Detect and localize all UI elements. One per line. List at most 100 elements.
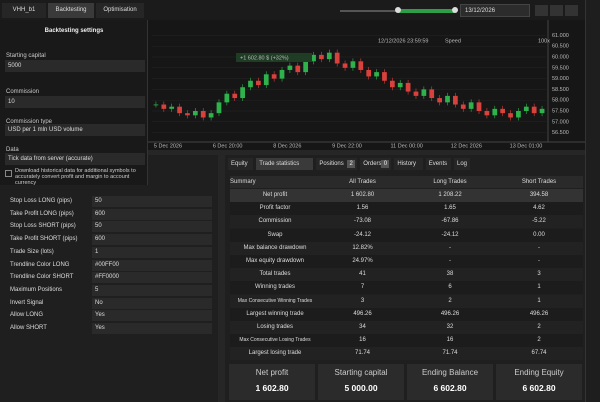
stats-cell: -67.86 [405,215,495,229]
stats-cell: 6 [405,281,495,295]
candle [303,61,309,73]
time-tick-label: 12 Dec 2026 [451,143,482,149]
candle [216,102,222,114]
stats-tab[interactable]: Equity [228,158,254,170]
stats-cell: 16 [405,334,495,348]
price-tick-label: 60.500 [552,44,569,50]
stats-cell: Total trades [230,268,320,282]
param-input[interactable]: Yes [92,310,212,322]
play-button[interactable] [535,5,548,16]
stats-tab[interactable]: Events [425,158,451,170]
candle [350,61,356,68]
price-tick-label: 58.000 [552,98,569,104]
backtest-time: 12/12/2026 23:59:59 [378,38,428,44]
stats-cell: 71.74 [320,347,405,361]
stats-header: Summary [230,176,320,188]
param-input[interactable]: Yes [92,323,212,334]
param-label: Allow SHORT [10,325,47,331]
stats-cell: 4.62 [495,202,583,216]
candle [169,106,175,109]
tab[interactable]: Optimisation [96,3,144,18]
profit-badge [236,53,312,62]
time-tick-label: 5 Dec 2026 [154,143,182,149]
stats-cell: 12.82% [320,241,405,255]
param-input[interactable]: No [92,297,212,309]
field-input[interactable]: USD per 1 mln USD volume [5,124,145,136]
field-input[interactable]: 5000 [5,60,145,72]
summary-label: Ending Equity [514,368,564,377]
param-input[interactable]: #FF0000 [92,272,212,284]
tab[interactable]: VHH_b1 [2,3,46,18]
stats-cell: 1 [495,294,583,308]
candle [271,74,277,79]
checkbox[interactable] [5,170,12,177]
param-input[interactable]: 1 [92,246,212,258]
candle [397,82,403,88]
step-button[interactable] [550,5,563,16]
param-input[interactable]: 600 [92,234,212,246]
timeline-handle[interactable] [452,7,458,13]
stats-cell: 2 [495,321,583,334]
param-input[interactable]: #00FF00 [92,259,212,271]
param-input[interactable]: 50 [92,221,212,233]
time-tick-label: 13 Dec 01:00 [510,143,543,149]
summary-value: 1 602.80 [255,383,289,393]
stats-cell: -24.12 [320,228,405,242]
stats-tab[interactable]: History [394,158,423,170]
stats-header: All Trades [320,176,405,188]
candle [413,91,419,96]
stats-cell: 71.74 [405,347,495,361]
tab[interactable]: Backtesting [48,3,94,18]
field-label: Starting capital [6,53,46,59]
stats-header: Long Trades [405,176,495,188]
candle [523,106,529,111]
candle [295,65,301,73]
speed-value: 100x [538,38,550,44]
candle [279,69,285,79]
stats-cell: 496.26 [405,307,495,321]
price-tick-label: 60.000 [552,54,569,60]
stats-cell: 41 [320,268,405,282]
candle [453,95,458,105]
time-tick-label: 11 Dec 00:00 [391,143,423,149]
candle [208,113,214,118]
candle [508,113,513,118]
summary-label: Starting capital [334,368,388,377]
date-input[interactable]: 13/12/2026 [460,4,530,17]
summary-label: Ending Balance [421,368,479,377]
stats-cell: 1.56 [320,202,405,216]
candle [484,111,490,116]
field-input[interactable]: Tick data from server (accurate) [5,153,145,165]
stats-tab[interactable]: Positions [316,158,358,170]
stats-header: Short Trades [495,176,583,188]
summary-value: 5 000.00 [344,383,378,393]
candle [161,104,167,109]
candle [358,61,364,70]
time-tick-label: 8 Dec 2026 [273,143,301,149]
param-label: Invert Signal [10,299,44,306]
stats-cell: Profit factor [230,202,320,216]
stats-cell: 2 [495,334,583,348]
summary-box [229,364,315,400]
time-tick-label: 6 Dec 20:00 [213,143,243,149]
param-label: Stop Loss LONG (pips) [10,198,73,204]
stop-button[interactable] [565,5,578,16]
stats-cell: 38 [405,268,495,282]
right-toolbar [585,0,600,402]
field-label: Commission [6,89,40,95]
stats-tab[interactable]: Trade statistics [256,158,314,170]
param-input[interactable]: 50 [92,196,212,207]
param-input[interactable]: 5 [92,284,212,296]
param-input[interactable]: 600 [92,208,212,220]
timeline-handle[interactable] [395,7,401,13]
stats-cell: -73.08 [320,215,405,229]
stats-cell: - [495,241,583,255]
stats-cell: 0.00 [495,228,583,242]
stats-cell: - [405,255,495,268]
param-label: Stop Loss SHORT (pips) [10,223,76,230]
stats-cell: 32 [405,321,495,334]
time-tick-label: 9 Dec 22:00 [332,143,362,149]
stats-tab[interactable]: Log [454,158,470,170]
field-input[interactable]: 10 [5,96,145,108]
stats-cell: Max Consecutive Winning Trades [230,294,320,308]
